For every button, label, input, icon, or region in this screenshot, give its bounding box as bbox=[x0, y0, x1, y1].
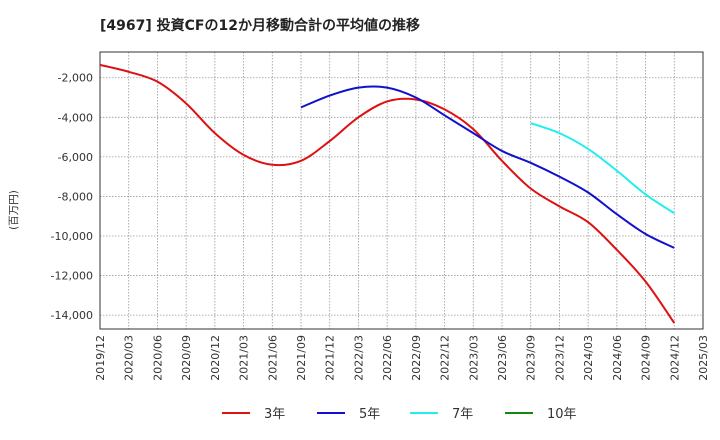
x-tick-label: 2025/03 bbox=[697, 335, 710, 381]
legend-label: 10年 bbox=[547, 407, 577, 422]
series-line-2 bbox=[300, 85, 675, 249]
x-tick-label: 2024/09 bbox=[640, 335, 653, 381]
y-tick-label: -12,000 bbox=[51, 270, 93, 283]
x-tick-label: 2023/03 bbox=[467, 335, 480, 381]
series-line-3 bbox=[530, 122, 675, 215]
x-tick-label: 2020/03 bbox=[123, 335, 136, 381]
x-tick-label: 2021/06 bbox=[266, 335, 279, 381]
y-tick-label: -2,000 bbox=[58, 72, 93, 85]
x-tick-label: 2021/12 bbox=[324, 335, 337, 381]
legend-label: 7年 bbox=[452, 407, 473, 422]
x-tick-label: 2021/09 bbox=[295, 335, 308, 381]
x-tick-label: 2020/09 bbox=[180, 335, 193, 381]
series-lines bbox=[99, 63, 676, 324]
x-tick-label: 2019/12 bbox=[94, 335, 107, 381]
y-tick-label: -10,000 bbox=[51, 230, 93, 243]
x-tick-label: 2022/06 bbox=[381, 335, 394, 381]
x-tick-label: 2022/03 bbox=[352, 335, 365, 381]
x-tick-label: 2022/09 bbox=[410, 335, 423, 381]
series-line-1 bbox=[99, 63, 676, 324]
x-tick-label: 2023/12 bbox=[553, 335, 566, 381]
x-ticks: 2019/12 2020/03 2020/06 2020/09 2020/12 2021/… bbox=[94, 335, 710, 381]
x-tick-label: 2020/12 bbox=[209, 335, 222, 381]
x-tick-label: 2024/03 bbox=[582, 335, 595, 381]
grid bbox=[99, 52, 704, 329]
y-ticks: -2,000 -4,000 -6,000 -8,000 -10,000 -12,000 -1… bbox=[51, 72, 93, 322]
x-tick-label: 2023/06 bbox=[496, 335, 509, 381]
plot-area bbox=[99, 51, 704, 330]
x-tick-label: 2023/09 bbox=[525, 335, 538, 381]
y-axis-label: (百万円) bbox=[8, 190, 20, 230]
x-tick-label: 2022/12 bbox=[439, 335, 452, 381]
legend: 3年 5年 7年 10年 bbox=[222, 407, 577, 422]
y-tick-label: -8,000 bbox=[58, 190, 93, 203]
x-tick-label: 2021/03 bbox=[238, 335, 251, 381]
legend-label: 5年 bbox=[359, 407, 380, 422]
legend-label: 3年 bbox=[264, 407, 285, 422]
x-tick-label: 2024/06 bbox=[611, 335, 624, 381]
y-tick-label: -4,000 bbox=[58, 111, 93, 124]
y-tick-label: -6,000 bbox=[58, 151, 93, 164]
y-tick-label: -14,000 bbox=[51, 309, 93, 322]
x-tick-label: 2024/12 bbox=[668, 335, 681, 381]
x-tick-label: 2020/06 bbox=[151, 335, 164, 381]
chart-title: [4967] 投資CFの12か月移動合計の平均値の推移 bbox=[100, 17, 420, 34]
